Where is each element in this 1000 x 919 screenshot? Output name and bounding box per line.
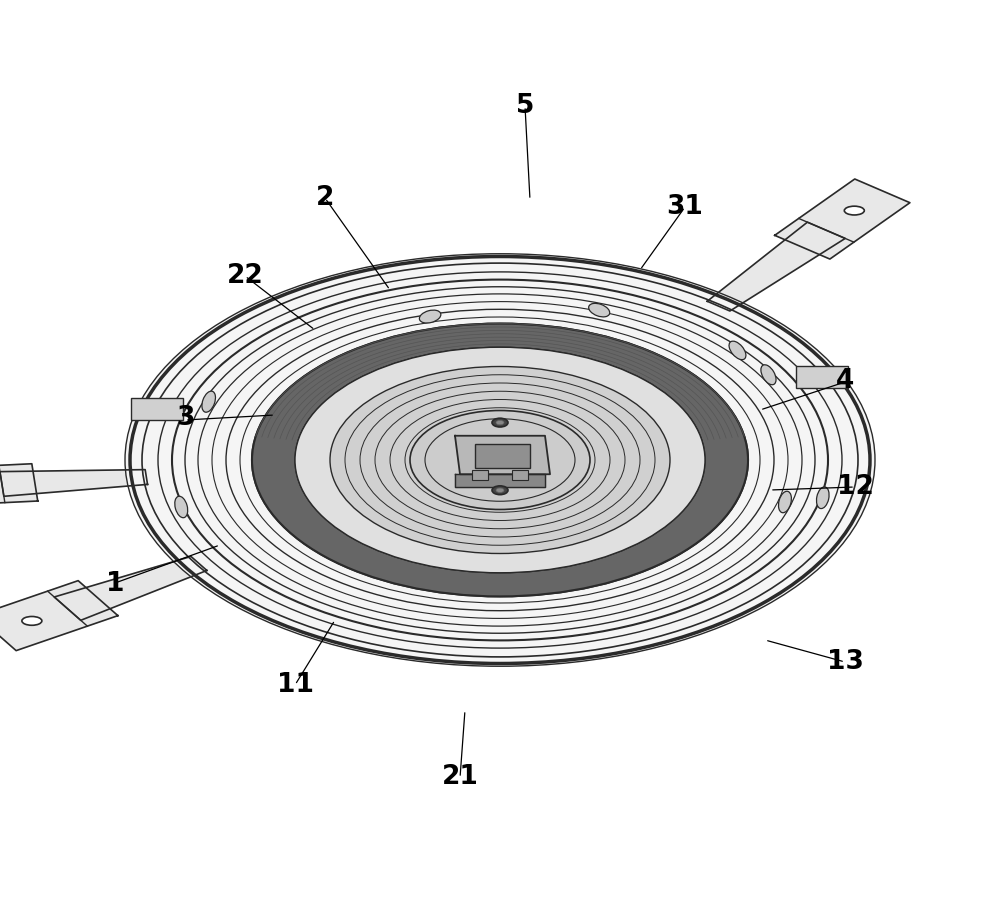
Ellipse shape <box>175 496 188 517</box>
Ellipse shape <box>252 323 748 596</box>
Ellipse shape <box>295 347 705 573</box>
Polygon shape <box>775 179 910 259</box>
Ellipse shape <box>419 310 441 323</box>
Ellipse shape <box>589 303 610 317</box>
FancyBboxPatch shape <box>796 367 848 389</box>
Ellipse shape <box>778 492 791 513</box>
Bar <box>472 470 488 480</box>
Text: 11: 11 <box>276 672 314 698</box>
Text: 5: 5 <box>516 93 534 119</box>
Ellipse shape <box>761 365 776 385</box>
Ellipse shape <box>22 617 42 625</box>
Text: 4: 4 <box>836 369 854 394</box>
Ellipse shape <box>202 391 215 413</box>
Ellipse shape <box>252 323 748 596</box>
Text: 3: 3 <box>176 405 194 431</box>
Ellipse shape <box>410 411 590 509</box>
Polygon shape <box>0 581 118 651</box>
Ellipse shape <box>295 347 705 573</box>
Ellipse shape <box>496 420 504 425</box>
Bar <box>475 445 530 468</box>
Text: 22: 22 <box>227 263 263 289</box>
Ellipse shape <box>816 487 829 508</box>
Ellipse shape <box>729 341 746 359</box>
Polygon shape <box>0 464 38 506</box>
Text: 12: 12 <box>837 474 873 500</box>
Bar <box>512 470 528 480</box>
Ellipse shape <box>330 367 670 553</box>
Polygon shape <box>455 436 550 474</box>
Text: 13: 13 <box>827 649 863 675</box>
FancyBboxPatch shape <box>131 399 183 421</box>
Text: 21: 21 <box>442 764 478 789</box>
Ellipse shape <box>496 488 504 493</box>
Polygon shape <box>54 557 207 620</box>
Ellipse shape <box>492 418 508 427</box>
Ellipse shape <box>492 486 508 494</box>
Text: 1: 1 <box>106 571 124 596</box>
Polygon shape <box>0 470 148 496</box>
Polygon shape <box>707 222 845 311</box>
Ellipse shape <box>844 206 864 215</box>
Ellipse shape <box>125 254 875 666</box>
Polygon shape <box>455 474 545 487</box>
Text: 2: 2 <box>316 185 334 210</box>
Text: 31: 31 <box>667 194 703 220</box>
